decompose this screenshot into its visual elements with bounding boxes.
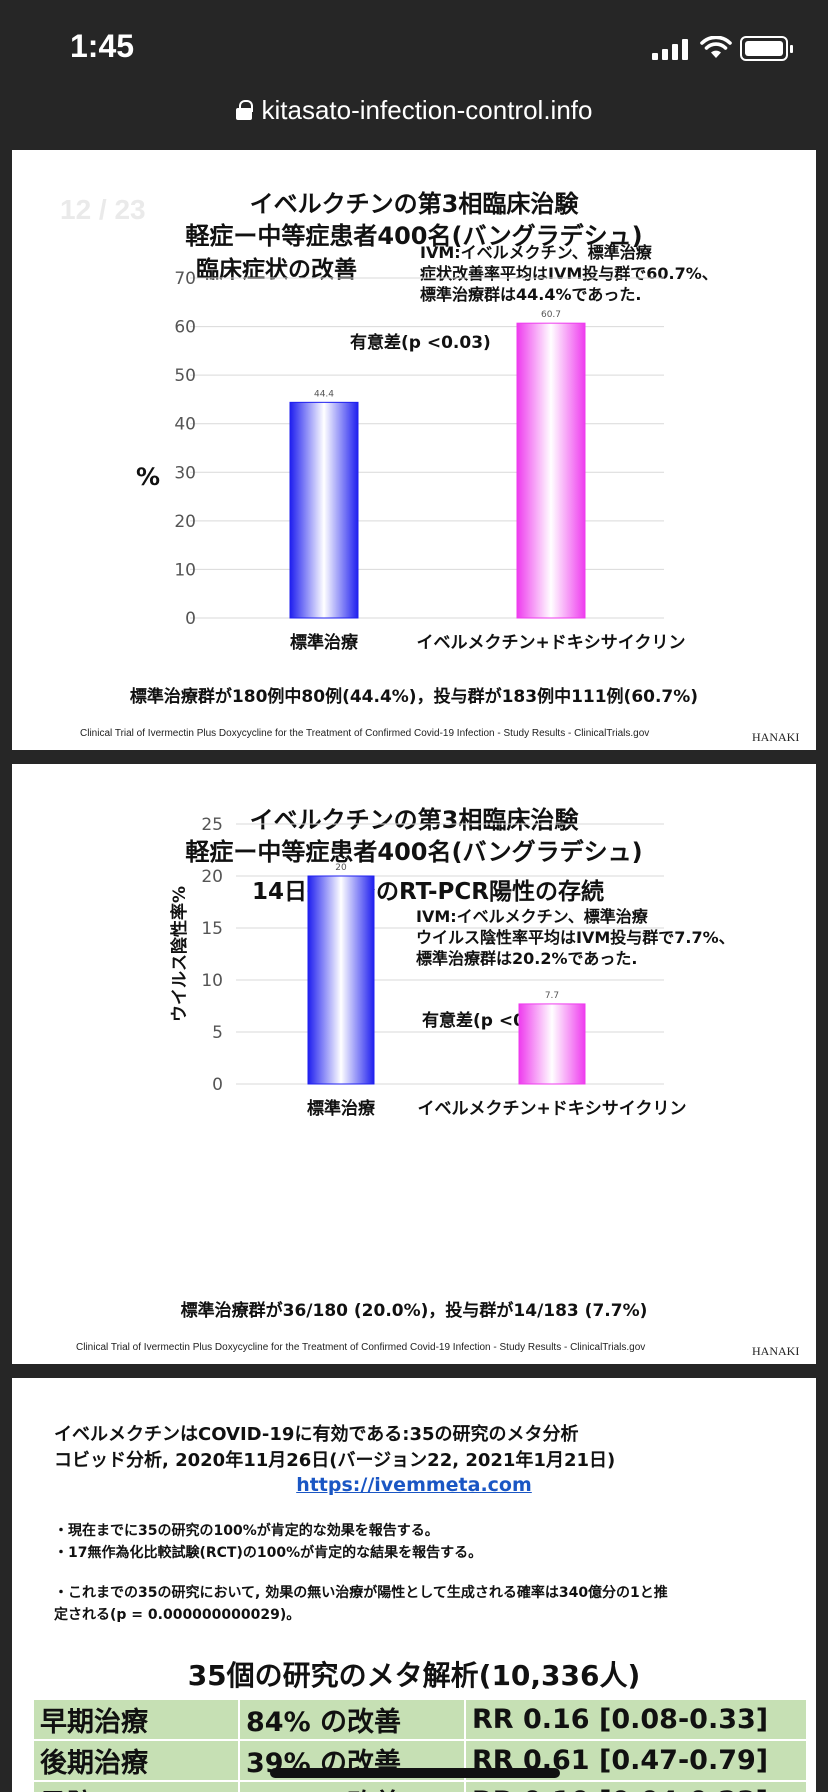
status-bar: 1:45 bbox=[0, 0, 828, 88]
note-line: 標準治療群は44.4%であった. bbox=[420, 285, 642, 304]
bullet-item: ・これまでの35の研究において, 効果の無い治療が陽性として生成される確率は34… bbox=[54, 1585, 668, 1601]
chart-subtitle: 臨床症状の改善 bbox=[196, 257, 357, 283]
y-tick-label: 70 bbox=[174, 269, 196, 289]
note-line: ウイルス陰性率平均はIVM投与群で7.7%、 bbox=[416, 928, 735, 947]
data-label: 44.4 bbox=[314, 389, 334, 399]
result-summary: 標準治療群が180例中80例(44.4%)，投与群が183例中111例(60.7… bbox=[129, 687, 699, 707]
slide-title-sub: 軽症ー中等症患者400名(バングラデシュ) bbox=[185, 222, 643, 250]
slide-title: イベルクチンの第3相臨床治験 bbox=[249, 190, 579, 218]
y-axis-label: ウイルス陰性率% bbox=[169, 886, 190, 1022]
y-tick-label: 60 bbox=[174, 318, 196, 338]
bullet-list: ・現在までに35の研究の100%が肯定的な効果を報告する。 ・17無作為化比較試… bbox=[54, 1520, 668, 1626]
bar bbox=[289, 401, 359, 619]
data-label: 20 bbox=[335, 863, 347, 873]
slide-title-sub: 軽症ー中等症患者400名(バングラデシュ) bbox=[185, 838, 643, 866]
y-tick-label: 15 bbox=[201, 919, 223, 939]
y-tick-label: 50 bbox=[174, 366, 196, 386]
row-effect: 90% の改善 bbox=[238, 1780, 466, 1792]
link-wrap: https://ivemmeta.com bbox=[12, 1474, 816, 1496]
meta-heading: イベルメクチンはCOVID-19に有効である:35の研究のメタ分析 コビッド分析… bbox=[54, 1422, 615, 1474]
row-label: 早期治療 bbox=[32, 1698, 240, 1741]
status-time: 1:45 bbox=[70, 28, 135, 64]
row-rr: RR 0.16 [0.08-0.33] bbox=[464, 1698, 808, 1741]
cellular-signal-icon bbox=[652, 38, 688, 60]
wifi-icon bbox=[700, 36, 732, 58]
y-axis-label: % bbox=[136, 463, 160, 491]
y-tick-label: 20 bbox=[174, 512, 196, 532]
slide-rt-pcr-persistence: イベルクチンの第3相臨床治験 軽症ー中等症患者400名(バングラデシュ) 14日… bbox=[12, 764, 816, 1364]
table-row: 予防 90% の改善 RR 0.10 [0.04-0.23] bbox=[32, 1780, 808, 1792]
x-category-label: 標準治療 bbox=[290, 632, 359, 653]
bar bbox=[516, 322, 586, 619]
bar-chart-viral-negative: 0 5 10 15 20 25 20 標準治療 7.7 イベルメクチン+ドキシサイクリン ウイルス陰… bbox=[169, 815, 687, 1119]
y-tick-label: 5 bbox=[212, 1023, 223, 1043]
meta-heading-line: イベルメクチンはCOVID-19に有効である:35の研究のメタ分析 bbox=[54, 1424, 579, 1445]
y-tick-label: 30 bbox=[174, 463, 196, 483]
bullet-item: 定される(p = 0.000000000029)。 bbox=[54, 1607, 301, 1623]
data-label: 7.7 bbox=[545, 991, 559, 1001]
row-effect: 84% の改善 bbox=[238, 1698, 466, 1741]
y-tick-label: 20 bbox=[201, 867, 223, 887]
note-line: IVM:イベルメクチン、標準治療 bbox=[420, 243, 652, 262]
y-tick-label: 10 bbox=[174, 560, 196, 580]
data-label: 60.7 bbox=[541, 310, 561, 320]
bullet-item: ・現在までに35の研究の100%が肯定的な効果を報告する。 bbox=[54, 1523, 439, 1539]
bar-chart-symptoms: 0 10 20 30 40 50 60 70 44.4 標準治療 60.7 イベルメクチン+ドキシサイ… bbox=[136, 269, 686, 653]
author-label: HANAKI bbox=[752, 1344, 800, 1358]
x-category-label: イベルメクチン+ドキシサイクリン bbox=[418, 1099, 687, 1119]
address-bar[interactable]: kitasato-infection-control.info bbox=[0, 84, 828, 136]
x-category-label: 標準治療 bbox=[307, 1098, 376, 1119]
source-citation: Clinical Trial of Ivermectin Plus Doxycy… bbox=[80, 728, 650, 739]
row-rr: RR 0.10 [0.04-0.23] bbox=[464, 1780, 808, 1792]
row-label: 後期治療 bbox=[32, 1739, 240, 1782]
result-summary: 標準治療群が36/180 (20.0%)，投与群が14/183 (7.7%) bbox=[180, 1301, 648, 1321]
source-citation: Clinical Trial of Ivermectin Plus Doxycy… bbox=[76, 1342, 646, 1353]
ivmmeta-link[interactable]: https://ivemmeta.com bbox=[296, 1474, 532, 1496]
x-category-label: イベルメクチン+ドキシサイクリン bbox=[417, 633, 686, 653]
y-tick-label: 10 bbox=[201, 971, 223, 991]
lock-icon bbox=[235, 100, 253, 120]
note-line: IVM:イベルメクチン、標準治療 bbox=[416, 907, 648, 926]
battery-icon bbox=[740, 36, 793, 61]
bar bbox=[518, 1003, 586, 1085]
slide-symptom-improvement: 12 / 23 イベルクチンの第3相臨床治験 軽症ー中等症患者400名(バングラ… bbox=[12, 150, 816, 750]
significance-label: 有意差(p <0.03) bbox=[350, 333, 491, 353]
meta-heading-line: コビッド分析, 2020年11月26日(バージョン22, 2021年1月21日) bbox=[54, 1450, 616, 1471]
y-tick-label: 0 bbox=[212, 1075, 223, 1095]
bar bbox=[307, 875, 375, 1085]
note-line: 標準治療群は20.2%であった. bbox=[416, 949, 638, 968]
y-tick-label: 0 bbox=[185, 609, 196, 629]
home-indicator[interactable] bbox=[270, 1768, 560, 1778]
slide-title: イベルクチンの第3相臨床治験 bbox=[249, 806, 579, 834]
url-domain: kitasato-infection-control.info bbox=[261, 94, 593, 125]
row-label: 予防 bbox=[32, 1780, 240, 1792]
page-indicator: 12 / 23 bbox=[60, 194, 146, 225]
bullet-item: ・17無作為化比較試験(RCT)の100%が肯定的な結果を報告する。 bbox=[54, 1545, 483, 1561]
y-tick-label: 40 bbox=[174, 415, 196, 435]
slide-meta-analysis: イベルメクチンはCOVID-19に有効である:35の研究のメタ分析 コビッド分析… bbox=[12, 1378, 816, 1792]
chart-note: IVM:イベルメクチン、標準治療 ウイルス陰性率平均はIVM投与群で7.7%、 … bbox=[416, 906, 735, 969]
author-label: HANAKI bbox=[752, 730, 800, 744]
meta-table-title: 35個の研究のメタ解析(10,336人) bbox=[187, 1659, 641, 1692]
table-row: 早期治療 84% の改善 RR 0.16 [0.08-0.33] bbox=[32, 1698, 808, 1741]
y-tick-label: 25 bbox=[201, 815, 223, 835]
